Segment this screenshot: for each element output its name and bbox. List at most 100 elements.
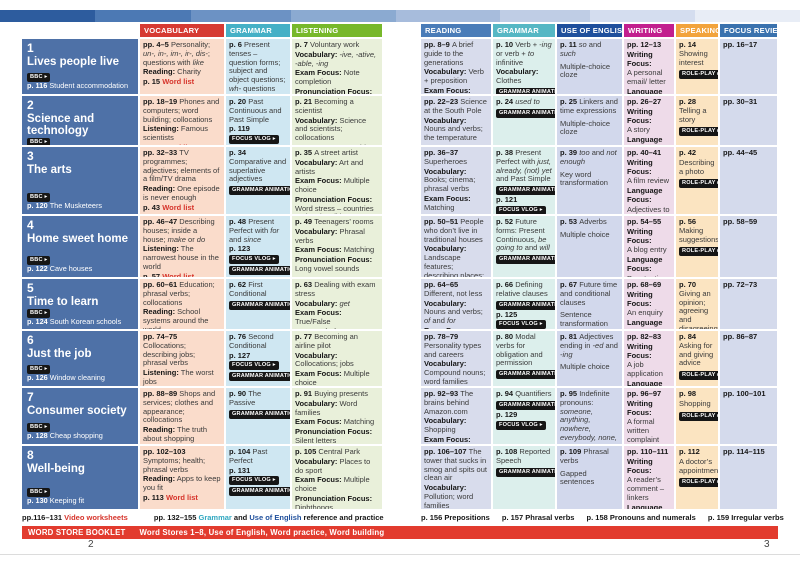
text-line: p. 127 FOCUS VLOG ▸ (229, 351, 287, 371)
text-segment: Reported Speech (496, 447, 551, 465)
grammar-animation-badge: GRAMMAR ANIMATION ▸ (496, 255, 555, 265)
text-segment: Pronouns and numerals (609, 513, 696, 522)
speaking-cell: p. 56 Making suggestions ROLE-PLAY ▸ (676, 216, 718, 277)
grammar-cell: p. 52 Future forms: Present Continuous, … (493, 216, 555, 277)
text-segment: Shopping (424, 425, 456, 435)
text-line: p. 38 Present Perfect with just, already… (496, 148, 552, 184)
text-line: Language Focus: (627, 379, 671, 386)
text-line: Reading: Apps to keep you fit (143, 474, 221, 493)
text-segment: Window cleaning (49, 373, 105, 383)
text-line: p. 21 Becoming a scientist (295, 97, 379, 116)
text-segment: p. 49 (295, 217, 315, 226)
text-line: pp. 44–45 (723, 148, 774, 158)
word-store-booklet-title: WORD STORE BOOKLET (28, 528, 126, 537)
text-segment: Second Conditional (229, 332, 274, 350)
grammar-animation-badge: GRAMMAR ANIMATION ▸ (496, 370, 555, 380)
text-segment: Sentence transformation (560, 310, 608, 329)
text-line: Writing Focus: (627, 227, 671, 246)
band-segment (396, 10, 500, 22)
grammar-animation-badge: GRAMMAR ANIMATION ▸ (229, 300, 290, 310)
text-line: Vocabulary: Collocations; jobs (295, 351, 379, 370)
text-segment: Listening: (143, 368, 179, 378)
band-segment (291, 10, 396, 22)
grammar-cell: p. 38 Present Perfect with just, already… (493, 147, 555, 214)
text-segment: p. 29 (143, 143, 162, 145)
text-line: pp. 30–31 (723, 97, 774, 107)
grammar-cell: p. 66 Defining relative clauses GRAMMAR A… (493, 279, 555, 329)
use-of-english-cell: p. 39 too and not enough Key word transfo… (557, 147, 622, 214)
text-line: pp. 132–155 Grammar and Use of English r… (154, 513, 384, 522)
text-segment: p. 130 (27, 496, 50, 506)
writing-cell: pp. 68–69 Writing Focus: An enquiry Languag… (624, 279, 674, 329)
text-segment: p. 20 (229, 97, 249, 106)
text-segment: Writing Focus: (627, 398, 653, 417)
text-segment: p. 94 (496, 389, 516, 398)
unit-header-cell: 4 Home sweet home BBC ▸ p. 122 Cave houses (22, 216, 138, 277)
text-line: An enquiry (627, 308, 671, 318)
text-line: ROLE-PLAY ▸ (679, 69, 718, 80)
text-line: A personal email/ letter (627, 68, 671, 87)
text-segment: Exam Focus: (295, 308, 342, 318)
writing-cell: pp. 40–41 Writing Focus: A film review Lang… (624, 147, 674, 214)
reading-cell: pp. 36–37 Superheroes Vocabulary: Books; … (421, 147, 491, 214)
text-line: pp. 72–73 (723, 280, 774, 290)
focus-review-cell: pp. 30–31 (720, 96, 777, 145)
text-line: Reading: The truth about shopping (143, 425, 221, 444)
text-line: p. 42 (679, 148, 715, 158)
unit-header-cell: 6 Just the job BBC ▸ p. 126 Window cleaning (22, 331, 138, 386)
use-of-english-cell: p. 81 Adjectives ending in -ed and -ing M… (557, 331, 622, 386)
text-line: pp. 78–79 Personality types and careers (424, 332, 488, 359)
text-segment: Superheroes (424, 156, 467, 166)
text-segment: TV programmes; adjectives; elements of a… (143, 148, 220, 184)
text-segment: Grammar (198, 513, 232, 522)
column-header-grammar: GRAMMAR (226, 24, 290, 37)
text-line: pp. 102–103 Symptoms; health; phrasal ve… (143, 447, 221, 474)
text-segment: Past Continuous and Past Simple (229, 97, 282, 124)
text-line: pp. 54–55 (627, 217, 671, 227)
text-segment: Reading: (143, 425, 176, 435)
text-segment: do (196, 234, 206, 244)
text-segment: A formal written complaint (627, 417, 660, 444)
text-segment: p. 90 (229, 389, 249, 398)
text-segment: School systems around the world (143, 307, 209, 329)
focus-review-cell: pp. 44–45 (720, 147, 777, 214)
text-line: BBC ▸ (27, 487, 133, 498)
band-segment (695, 10, 800, 22)
text-segment: Showing interest (679, 48, 708, 67)
text-segment: Diphthongs (295, 502, 333, 509)
text-line: GRAMMAR ANIMATION ▸ (496, 254, 555, 265)
text-line: A blog entry (627, 245, 671, 255)
text-segment: Past Perfect (229, 447, 268, 465)
text-line: pp. 88–89 Shops and services; clothes an… (143, 389, 221, 425)
text-segment: Different, not less (424, 288, 483, 298)
text-segment: True/False (295, 317, 331, 327)
text-line: Vocabulary: Science and scientists; coll… (295, 116, 379, 143)
writing-cell: pp. 12–13 Writing Focus: A personal email/… (624, 39, 674, 94)
text-line: p. 122 Cave houses (27, 265, 133, 274)
right-page-table: READING GRAMMAR USE OF ENGLISH WRITING S… (421, 24, 777, 509)
text-segment: p. 159 (707, 513, 732, 522)
text-segment: p. 38 (496, 148, 516, 157)
text-line: Pronunciation Focus: Word stress – count… (295, 195, 379, 214)
text-line: Vocabulary: Word families (295, 398, 379, 418)
text-segment: Vocabulary: (295, 398, 338, 408)
text-segment: Clothes (496, 76, 522, 86)
unit-title: The arts (27, 163, 72, 176)
text-segment: Exam Focus: (424, 193, 471, 203)
text-line: Vocabulary: Clothes (496, 67, 552, 86)
text-segment: A story (627, 125, 650, 135)
text-line: p. 130 Keeping fit (27, 497, 133, 506)
text-segment: A job application (627, 360, 663, 379)
text-segment: pp. 46–47 (143, 217, 180, 226)
text-line: p. 76 Second Conditional (229, 332, 287, 351)
text-segment: Reading: (143, 307, 176, 317)
text-line: BBC ▸ (27, 137, 133, 145)
text-line: Writing Focus: (627, 398, 671, 418)
text-segment: get (339, 298, 350, 308)
unit-header-cell: 1 Lives people live BBC ▸ p. 116 Student ac… (22, 39, 138, 94)
text-line: Vocabulary: Books; cinema; phrasal verbs (424, 167, 488, 194)
text-segment: questions (241, 83, 276, 93)
text-line: p. 94 Quantifiers (496, 389, 552, 399)
text-line: p. 63 Dealing with exam stress (295, 280, 379, 299)
